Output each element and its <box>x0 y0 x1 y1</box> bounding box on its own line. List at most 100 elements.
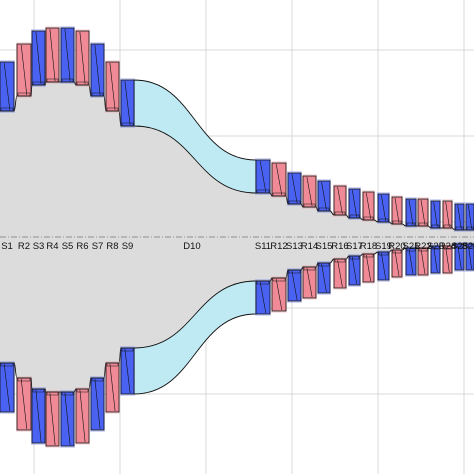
blade-r4-vane <box>49 28 56 82</box>
label-r4: R4 <box>46 241 58 252</box>
blade-r2-vane <box>20 44 28 96</box>
blade-s23-upper <box>430 199 441 230</box>
blade-s21-vane <box>408 199 414 226</box>
blade-s15-platform <box>318 207 330 212</box>
blade-s21-upper <box>405 197 417 228</box>
blade-s25-platform <box>455 243 464 248</box>
blade-s26-platform <box>466 226 474 231</box>
blade-r2-lower <box>16 376 32 432</box>
blade-r20-platform <box>392 249 402 254</box>
blade-s5-lower <box>60 390 75 448</box>
blade-r2-vane <box>20 378 28 430</box>
blade-s26-vane <box>468 204 472 230</box>
blade-s13-platform <box>288 269 301 274</box>
blade-s9-upper <box>120 78 135 128</box>
blade-s26-lower <box>465 242 474 272</box>
blade-r24-vane <box>445 201 450 228</box>
blade-r20-vane <box>394 250 400 277</box>
blade-s25-upper <box>454 202 465 232</box>
blade-s21-vane <box>408 248 414 275</box>
blade-s3-vane <box>35 389 42 443</box>
label-s19: S19 <box>375 241 392 252</box>
blade-s7-lower <box>90 376 105 432</box>
blade-s23-vane <box>433 246 438 273</box>
blade-r18-upper <box>362 190 375 222</box>
blade-r22-lower <box>417 246 429 277</box>
blade-s21-platform <box>406 247 416 252</box>
label-r2: R2 <box>18 241 30 252</box>
blade-r22-vane <box>420 248 426 275</box>
blade-s3-lower <box>31 387 46 445</box>
label-s7: S7 <box>92 241 104 252</box>
blade-r14-vane <box>306 267 313 298</box>
blade-r20-lower <box>391 248 403 279</box>
blade-r16-vane <box>337 259 343 288</box>
blade-r12-lower <box>271 276 287 313</box>
blade-r8-vane <box>109 62 116 111</box>
blade-r16-platform <box>334 211 346 216</box>
blade-r12-upper <box>271 161 287 198</box>
blade-r12-vane <box>275 163 283 196</box>
blade-s5-upper <box>60 26 75 84</box>
blade-s3-platform <box>32 81 45 86</box>
blade-s19-upper <box>377 192 390 224</box>
blade-r6-lower <box>75 387 90 445</box>
blade-s13-lower <box>287 268 302 303</box>
blade-s11-vane <box>259 160 267 193</box>
blade-s19-vane <box>381 194 386 222</box>
blade-r14-vane <box>306 176 313 207</box>
blade-rows <box>0 26 474 448</box>
blade-s1-platform <box>0 362 14 367</box>
blade-r20-platform <box>392 220 402 225</box>
blade-s21-platform <box>406 222 416 227</box>
label-r12: R12 <box>270 241 287 252</box>
blade-s19-lower <box>377 250 390 282</box>
label-s11: S11 <box>255 241 271 252</box>
blade-r22-vane <box>420 199 426 226</box>
blade-s17-platform <box>349 214 360 219</box>
blade-s7-vane <box>94 44 101 96</box>
blade-s9-lower <box>120 346 135 396</box>
blade-s9-vane <box>124 80 131 126</box>
label-r8: R8 <box>106 241 118 252</box>
blade-s9-platform <box>121 347 134 352</box>
blade-r18-platform <box>363 216 374 221</box>
blade-s1-upper <box>0 60 15 113</box>
blade-s7-upper <box>90 42 105 98</box>
blade-r18-platform <box>363 253 374 258</box>
blade-r14-platform <box>303 203 316 208</box>
label-r18: R18 <box>360 241 377 252</box>
blade-r12-platform <box>272 277 286 282</box>
label-r22: R22 <box>414 241 431 252</box>
blade-s21-lower <box>405 246 417 277</box>
blade-r24-upper <box>442 199 453 230</box>
blade-s19-platform <box>378 218 389 223</box>
blade-s25-lower <box>454 242 465 272</box>
blade-r24-platform <box>443 224 452 229</box>
blade-s3-vane <box>35 31 42 85</box>
blade-r18-lower <box>362 252 375 284</box>
blade-s9-vane <box>124 348 131 394</box>
label-r16: R16 <box>331 241 348 252</box>
blade-r14-upper <box>302 174 317 209</box>
blade-r2-platform <box>17 377 31 382</box>
blade-r8-upper <box>105 60 120 113</box>
blade-s5-platform <box>61 391 74 396</box>
blade-s15-lower <box>317 261 331 295</box>
label-s5: S5 <box>62 241 74 252</box>
label-d10: D10 <box>183 241 200 252</box>
blade-r6-upper <box>75 29 90 87</box>
blade-s15-platform <box>318 262 330 267</box>
blade-s23-platform <box>431 245 440 250</box>
blade-r4-lower <box>45 390 60 448</box>
label-s23: S23 <box>427 241 444 252</box>
blade-r4-platform <box>46 78 59 83</box>
blade-r6-platform <box>76 388 89 393</box>
blade-r18-vane <box>366 192 371 220</box>
blade-r22-upper <box>417 197 429 228</box>
blade-s23-platform <box>431 224 440 229</box>
blade-s11-vane <box>259 281 267 314</box>
blade-r20-vane <box>394 197 400 224</box>
blade-s1-vane <box>3 62 11 111</box>
blade-s23-vane <box>433 201 438 228</box>
